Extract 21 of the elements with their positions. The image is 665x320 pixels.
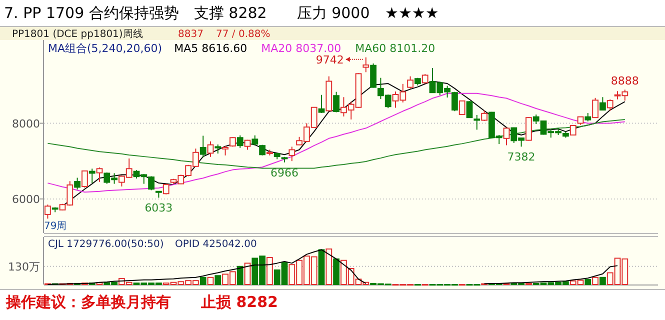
- annotation: 7382: [507, 150, 536, 164]
- annotation: 6033: [144, 202, 173, 215]
- annotation: 6966: [270, 166, 298, 180]
- annotation: CJL 1729776.00(50:50): [48, 239, 164, 250]
- text: 8837: [178, 29, 204, 40]
- text: MA20 8037.00: [261, 42, 342, 55]
- text: MA60 8101.20: [355, 42, 436, 55]
- chart-title: 7. PP 1709 合约保持强势 支撑 8282 压力 9000: [4, 4, 370, 22]
- y-tick-label: 6000: [12, 192, 40, 206]
- text: MA5 8616.60: [174, 42, 248, 55]
- text: 77 / 0.88%: [216, 29, 270, 40]
- text: 操作建议：多单换月持有 止损 8282: [5, 293, 278, 311]
- annotation: 8888: [610, 74, 639, 88]
- chart-subtitle: PP1801 (DCE pp1801)周线: [12, 28, 143, 40]
- annotation: 9742: [316, 53, 344, 66]
- ref-line-label: 130万: [8, 260, 40, 274]
- text: ★★★★: [385, 4, 439, 22]
- annotation: OPID 425042.00: [175, 239, 257, 250]
- legend-title: MA组合(5,240,20,60): [48, 42, 162, 55]
- y-tick-label: 8000: [12, 117, 40, 130]
- annotation: 79周: [44, 221, 67, 232]
